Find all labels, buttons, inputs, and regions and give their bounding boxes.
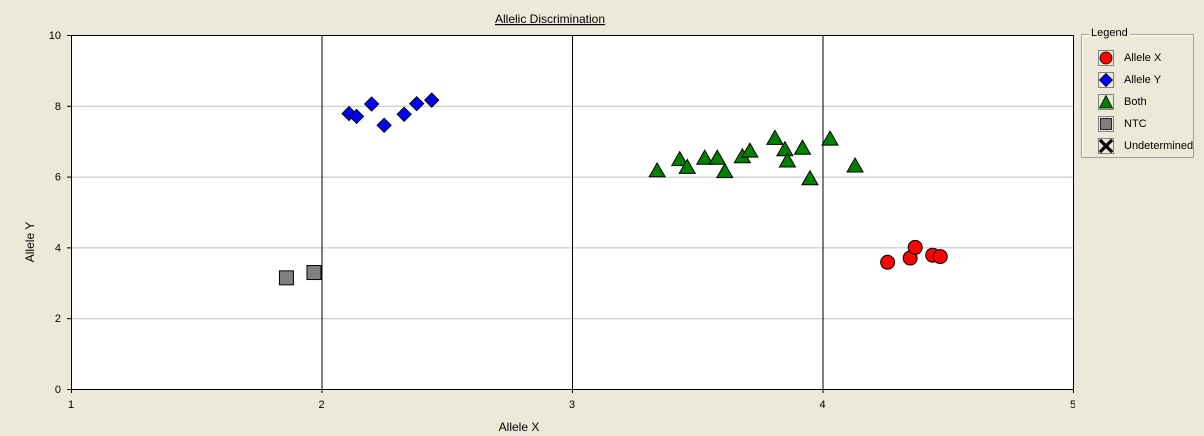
data-point-ntc [279, 271, 293, 285]
legend-item-undetermined: Undetermined [1098, 137, 1194, 154]
legend: Legend Allele X Allele Y Both NTC [1081, 34, 1194, 158]
legend-title: Legend [1089, 27, 1130, 39]
y-tick-label: 2 [55, 313, 61, 325]
legend-item-allele-x: Allele X [1098, 49, 1194, 66]
legend-gray-square-icon [1098, 116, 1114, 132]
y-tick-label: 6 [55, 172, 61, 184]
data-point-allele-x [881, 255, 895, 269]
legend-blue-diamond-icon [1098, 72, 1114, 88]
x-tick-label: 4 [819, 399, 825, 411]
y-tick-label: 0 [55, 384, 61, 396]
y-tick-label: 4 [55, 242, 61, 254]
chart-svg: 1 2 3 4 5 0 2 4 6 8 10 Allelic Discrimination Alle… [0, 0, 1075, 436]
data-point-ntc [307, 266, 321, 280]
legend-label: NTC [1124, 118, 1147, 130]
legend-item-ntc: NTC [1098, 115, 1194, 132]
legend-label: Both [1124, 96, 1147, 108]
legend-label: Allele Y [1124, 74, 1161, 86]
x-axis-title: Allele X [499, 420, 540, 434]
legend-green-triangle-icon [1098, 94, 1114, 110]
x-tick-label: 2 [318, 399, 324, 411]
x-tick-label: 5 [1070, 399, 1075, 411]
data-point-allele-x [908, 240, 922, 254]
x-tick-label: 1 [68, 399, 74, 411]
data-point-allele-x [933, 250, 947, 264]
x-tick-label: 3 [569, 399, 575, 411]
legend-black-x-icon [1098, 138, 1114, 154]
y-tick-label: 8 [55, 101, 61, 113]
legend-label: Allele X [1124, 52, 1161, 64]
legend-item-allele-y: Allele Y [1098, 71, 1194, 88]
allelic-discrimination-chart: 1 2 3 4 5 0 2 4 6 8 10 Allelic Discrimination Alle… [0, 0, 1075, 436]
legend-red-circle-icon [1098, 50, 1114, 66]
legend-item-both: Both [1098, 93, 1194, 110]
y-tick-label: 10 [49, 30, 61, 42]
y-axis-title: Allele Y [23, 222, 37, 262]
chart-title: Allelic Discrimination [495, 12, 605, 26]
legend-label: Undetermined [1124, 140, 1193, 152]
